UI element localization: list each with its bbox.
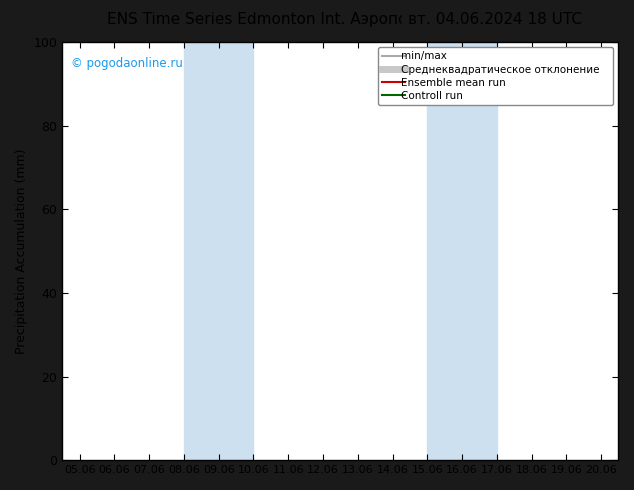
Bar bbox=[184, 42, 254, 460]
Bar bbox=[427, 42, 497, 460]
Legend: min/max, Среднеквадратическое отклонение, Ensemble mean run, Controll run: min/max, Среднеквадратическое отклонение… bbox=[378, 47, 613, 105]
Text: © pogodaonline.ru: © pogodaonline.ru bbox=[70, 57, 183, 70]
Y-axis label: Precipitation Accumulation (mm): Precipitation Accumulation (mm) bbox=[15, 148, 28, 354]
Text: вт. 04.06.2024 18 UTC: вт. 04.06.2024 18 UTC bbox=[408, 12, 581, 27]
Text: ENS Time Series Edmonton Int. Аэропорт: ENS Time Series Edmonton Int. Аэропорт bbox=[107, 12, 426, 27]
